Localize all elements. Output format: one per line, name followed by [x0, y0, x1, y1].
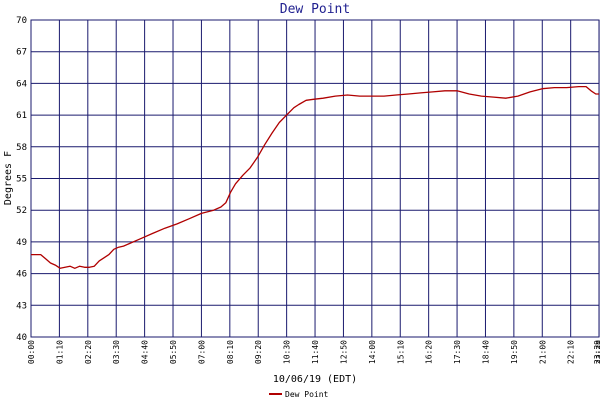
series-layer: [31, 85, 599, 269]
x-tick-label: 21:00: [538, 340, 547, 364]
y-tick-label: 40: [16, 333, 27, 343]
y-tick-label: 55: [16, 175, 27, 185]
x-tick-label: 04:40: [141, 340, 150, 364]
tick-labels: 40 43 46 49 52 55 58 61 64 67 70 00:00 01:10 02:20 03:…: [16, 16, 600, 364]
x-tick-label: 22:10: [567, 340, 576, 364]
x-tick-label: 16:20: [425, 340, 434, 364]
x-tick-label-end: 23:29: [593, 340, 600, 364]
y-tick-label: 43: [16, 301, 27, 311]
x-tick-label: 08:10: [226, 340, 235, 364]
x-tick-label: 23:20: [595, 340, 600, 364]
x-tick-label: 19:50: [510, 340, 519, 364]
x-tick-label: 12:50: [339, 340, 348, 364]
y-tick-label: 52: [16, 206, 27, 216]
grid-layer: [30, 19, 600, 338]
y-tick-label: 67: [16, 48, 27, 58]
x-tick-label: 01:10: [55, 340, 64, 364]
y-tick-label: 46: [16, 270, 27, 280]
y-axis-label: Degrees F: [3, 151, 14, 205]
x-tick-label: 17:30: [453, 340, 462, 364]
x-tick-label: 09:20: [254, 340, 263, 364]
x-tick-label: 15:10: [396, 340, 405, 364]
x-tick-label: 18:40: [481, 340, 490, 364]
x-tick-label: 11:40: [311, 340, 320, 364]
y-tick-label: 64: [16, 79, 27, 89]
x-axis-label: 10/06/19 (EDT): [273, 374, 357, 385]
legend-label-dew-point: Dew Point: [285, 390, 329, 399]
y-tick-label: 58: [16, 143, 27, 153]
x-tick-label: 10:30: [283, 340, 292, 364]
chart-title: Dew Point: [280, 2, 350, 17]
series-line-dew-point: [31, 85, 599, 269]
legend: Dew Point: [269, 390, 329, 399]
x-tick-label: 00:00: [27, 340, 36, 364]
x-tick-label: 03:30: [112, 340, 121, 364]
x-tick-label: 07:00: [197, 340, 206, 364]
x-tick-label: 14:00: [368, 340, 377, 364]
y-tick-label: 49: [16, 238, 27, 248]
y-tick-label: 70: [16, 16, 27, 26]
x-tick-label: 02:20: [84, 340, 93, 364]
x-tick-label: 05:50: [169, 340, 178, 364]
y-tick-label: 61: [16, 111, 27, 121]
